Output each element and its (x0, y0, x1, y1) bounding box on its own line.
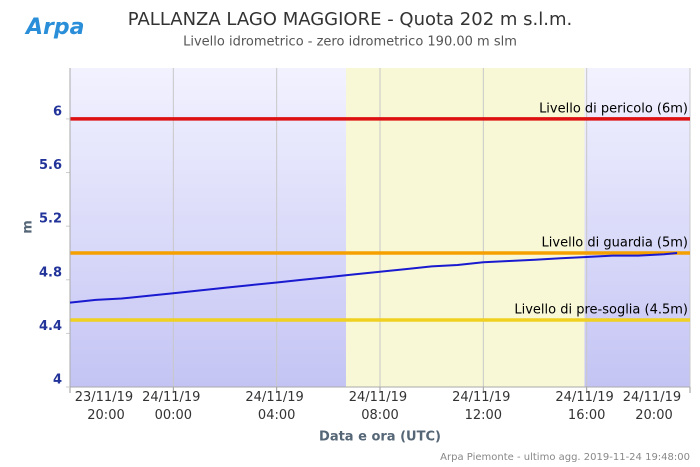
threshold-label: Livello di pre-soglia (4.5m) (514, 302, 688, 317)
x-tick-label: 24/11/19 16:00 (555, 390, 618, 423)
chart-subtitle: Livello idrometrico - zero idrometrico 1… (183, 35, 517, 50)
logo: Arpa (22, 14, 96, 48)
y-tick-label: 5.6 (39, 158, 62, 173)
x-tick-label: 24/11/19 00:00 (142, 390, 205, 423)
y-tick-label: 5.2 (39, 212, 62, 227)
data-line (69, 252, 678, 304)
threshold-label: Livello di guardia (5m) (542, 235, 688, 250)
y-axis-title: m (21, 220, 36, 234)
threshold-label: Livello di pericolo (6m) (539, 101, 688, 116)
logo-box (22, 14, 96, 48)
y-tick-label: 4 (53, 373, 62, 388)
x-tick-label: 24/11/19 04:00 (245, 390, 308, 423)
x-tick-label: 24/11/19 12:00 (452, 390, 515, 423)
daylight-band (345, 68, 585, 387)
x-tick-label: 23/11/19 20:00 (75, 390, 138, 423)
y-tick-label: 4.4 (39, 319, 62, 334)
y-tick-label: 6 (53, 104, 62, 119)
credits: Arpa Piemonte - ultimo agg. 2019-11-24 1… (440, 452, 690, 463)
logo-text: Arpa (24, 15, 84, 40)
chart-title: PALLANZA LAGO MAGGIORE - Quota 202 m s.l… (128, 9, 572, 30)
x-axis-title: Data e ora (UTC) (319, 430, 441, 445)
x-tick-label: 24/11/19 08:00 (349, 390, 412, 423)
x-tick-label: 24/11/19 20:00 (623, 390, 686, 423)
y-tick-label: 4.8 (39, 265, 62, 280)
